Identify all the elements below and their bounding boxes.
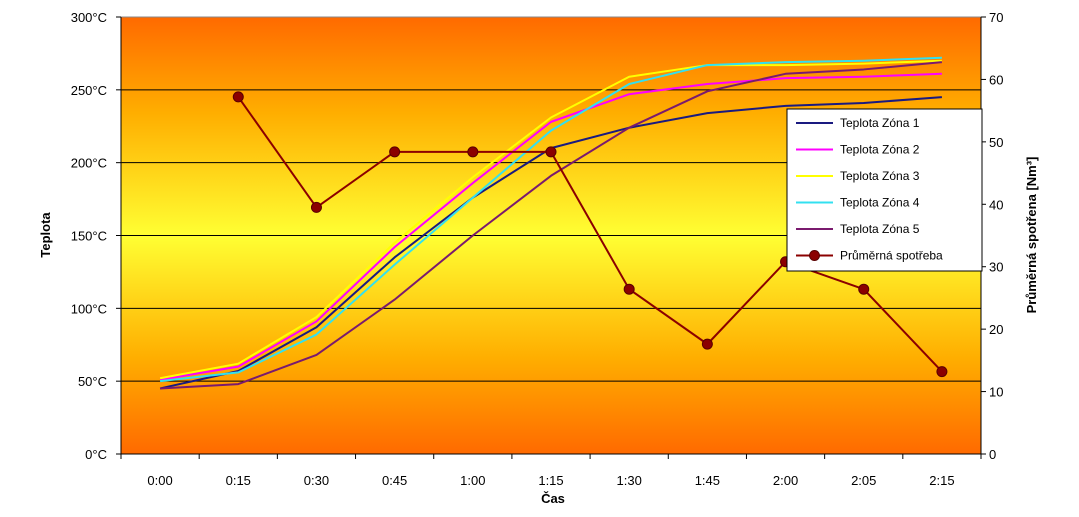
legend-label: Teplota Zóna 3: [840, 169, 920, 183]
x-tick-label: 0:15: [226, 473, 251, 488]
y-tick-label: 200°C: [71, 156, 107, 171]
data-point: [389, 146, 401, 158]
data-point: [467, 146, 479, 158]
y2-tick-label: 10: [989, 385, 1003, 400]
legend: Teplota Zóna 1 Teplota Zóna 2 Teplota Zóna…: [786, 108, 983, 272]
series-line: [160, 61, 943, 390]
legend-marker: [809, 250, 820, 261]
y-axis-title: Teplota: [38, 212, 53, 258]
x-tick-label: 2:05: [851, 473, 876, 488]
y-tick-label: 100°C: [71, 301, 107, 316]
legend-label: Teplota Zóna 2: [840, 143, 920, 157]
y2-tick-label: 20: [989, 322, 1003, 337]
y2-tick-label: 30: [989, 260, 1003, 275]
y2-tick-label: 0: [989, 447, 996, 462]
data-point: [936, 366, 948, 378]
y2-tick-label: 70: [989, 10, 1003, 25]
x-tick-label: 1:15: [538, 473, 563, 488]
x-tick-label: 1:30: [617, 473, 642, 488]
y2-tick-label: 50: [989, 135, 1003, 150]
series-line: [159, 72, 942, 381]
y-tick-label: 0°C: [85, 447, 107, 462]
y-tick-label: 300°C: [71, 10, 107, 25]
series-line: [159, 59, 942, 380]
x-tick-label: 0:00: [147, 473, 172, 488]
data-point: [545, 146, 557, 158]
y-tick-label: 150°C: [71, 229, 107, 244]
data-point: [858, 283, 870, 295]
x-tick-label: 2:00: [773, 473, 798, 488]
x-tick-label: 2:15: [929, 473, 954, 488]
gridlines: [121, 89, 981, 382]
axes: 0°C 50°C 100°C 150°C 200°C 250°C 300°C 0 10 20 30 4…: [71, 10, 1004, 488]
x-axis-title: Čas: [541, 491, 565, 506]
legend-box: [786, 108, 983, 272]
series-group: [159, 56, 948, 390]
x-tick-label: 0:45: [382, 473, 407, 488]
legend-label: Teplota Zóna 4: [840, 196, 920, 210]
y-tick-label: 50°C: [78, 374, 107, 389]
data-point: [232, 91, 244, 103]
x-tick-label: 1:45: [695, 473, 720, 488]
data-point: [623, 283, 635, 295]
y2-tick-label: 60: [989, 72, 1003, 87]
y-tick-label: 250°C: [71, 83, 107, 98]
data-point: [701, 338, 713, 350]
legend-label: Teplota Zóna 5: [840, 222, 920, 236]
y2-axis-title: Průměrná spotřena [Nm³]: [1024, 157, 1039, 314]
data-point: [310, 201, 322, 213]
legend-label: Průměrná spotřeba: [840, 249, 943, 263]
x-tick-label: 0:30: [304, 473, 329, 488]
series-line: [159, 56, 942, 383]
y2-tick-label: 40: [989, 197, 1003, 212]
legend-label: Teplota Zóna 1: [840, 116, 920, 130]
series-line: [237, 96, 943, 373]
x-tick-label: 1:00: [460, 473, 485, 488]
